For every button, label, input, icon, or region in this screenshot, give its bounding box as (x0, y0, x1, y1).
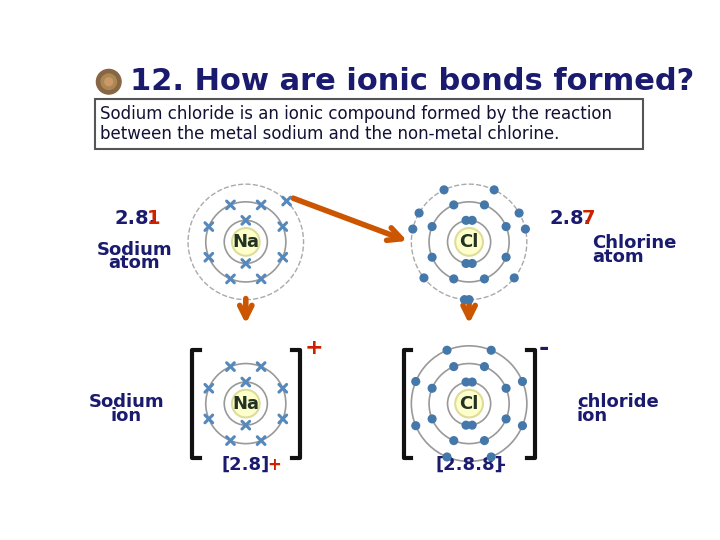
Text: Sodium: Sodium (96, 241, 172, 259)
Circle shape (462, 260, 470, 267)
Text: Sodium chloride is an ionic compound formed by the reaction
between the metal so: Sodium chloride is an ionic compound for… (99, 105, 611, 144)
Circle shape (428, 222, 436, 231)
Circle shape (232, 390, 260, 417)
Circle shape (487, 346, 495, 354)
Text: [2.8.8]: [2.8.8] (435, 456, 503, 474)
Circle shape (232, 228, 260, 256)
Text: 2.8.: 2.8. (115, 210, 157, 228)
Circle shape (518, 377, 526, 386)
Text: Cl: Cl (459, 395, 479, 413)
Circle shape (428, 384, 436, 392)
Circle shape (480, 275, 488, 283)
Circle shape (480, 201, 488, 209)
Text: -: - (498, 456, 505, 474)
Circle shape (440, 186, 448, 194)
Circle shape (450, 363, 458, 370)
Circle shape (480, 363, 488, 370)
Circle shape (503, 415, 510, 423)
Text: atom: atom (593, 248, 644, 266)
Circle shape (450, 437, 458, 444)
Circle shape (518, 422, 526, 429)
Text: Sodium: Sodium (89, 393, 164, 411)
Circle shape (503, 253, 510, 261)
Text: +: + (305, 338, 323, 358)
Circle shape (468, 378, 476, 386)
Circle shape (468, 217, 476, 224)
Circle shape (487, 453, 495, 461)
Circle shape (480, 437, 488, 444)
Circle shape (503, 222, 510, 231)
Circle shape (510, 274, 518, 282)
Circle shape (450, 275, 458, 283)
Circle shape (428, 415, 436, 423)
Circle shape (105, 78, 112, 86)
Text: Chlorine: Chlorine (593, 234, 677, 252)
Text: 2.8.: 2.8. (550, 210, 592, 228)
Circle shape (455, 390, 483, 417)
Circle shape (455, 228, 483, 256)
Circle shape (96, 70, 121, 94)
Circle shape (468, 421, 476, 429)
Circle shape (462, 378, 470, 386)
Text: 7: 7 (582, 210, 595, 228)
Circle shape (412, 377, 420, 386)
Circle shape (428, 253, 436, 261)
Circle shape (415, 209, 423, 217)
Circle shape (516, 209, 523, 217)
Text: +: + (267, 456, 282, 474)
Text: Cl: Cl (459, 233, 479, 251)
Circle shape (462, 217, 470, 224)
Circle shape (503, 384, 510, 392)
Text: chloride: chloride (577, 393, 659, 411)
FancyBboxPatch shape (95, 99, 643, 148)
Circle shape (468, 260, 476, 267)
Text: [2.8]: [2.8] (222, 456, 270, 474)
Text: 12. How are ionic bonds formed?: 12. How are ionic bonds formed? (130, 68, 695, 96)
Text: 1: 1 (146, 210, 160, 228)
Circle shape (461, 296, 468, 303)
Text: Na: Na (233, 233, 259, 251)
Circle shape (462, 421, 470, 429)
Text: ion: ion (577, 407, 608, 425)
Circle shape (465, 296, 473, 303)
Circle shape (409, 225, 417, 233)
Text: ion: ion (111, 407, 142, 425)
Text: Na: Na (233, 395, 259, 413)
Circle shape (420, 274, 428, 282)
Circle shape (490, 186, 498, 194)
Circle shape (521, 225, 529, 233)
Circle shape (443, 453, 451, 461)
Circle shape (450, 201, 458, 209)
Circle shape (101, 74, 117, 90)
Circle shape (443, 346, 451, 354)
Circle shape (412, 422, 420, 429)
Text: atom: atom (108, 254, 160, 273)
Text: -: - (539, 336, 549, 360)
